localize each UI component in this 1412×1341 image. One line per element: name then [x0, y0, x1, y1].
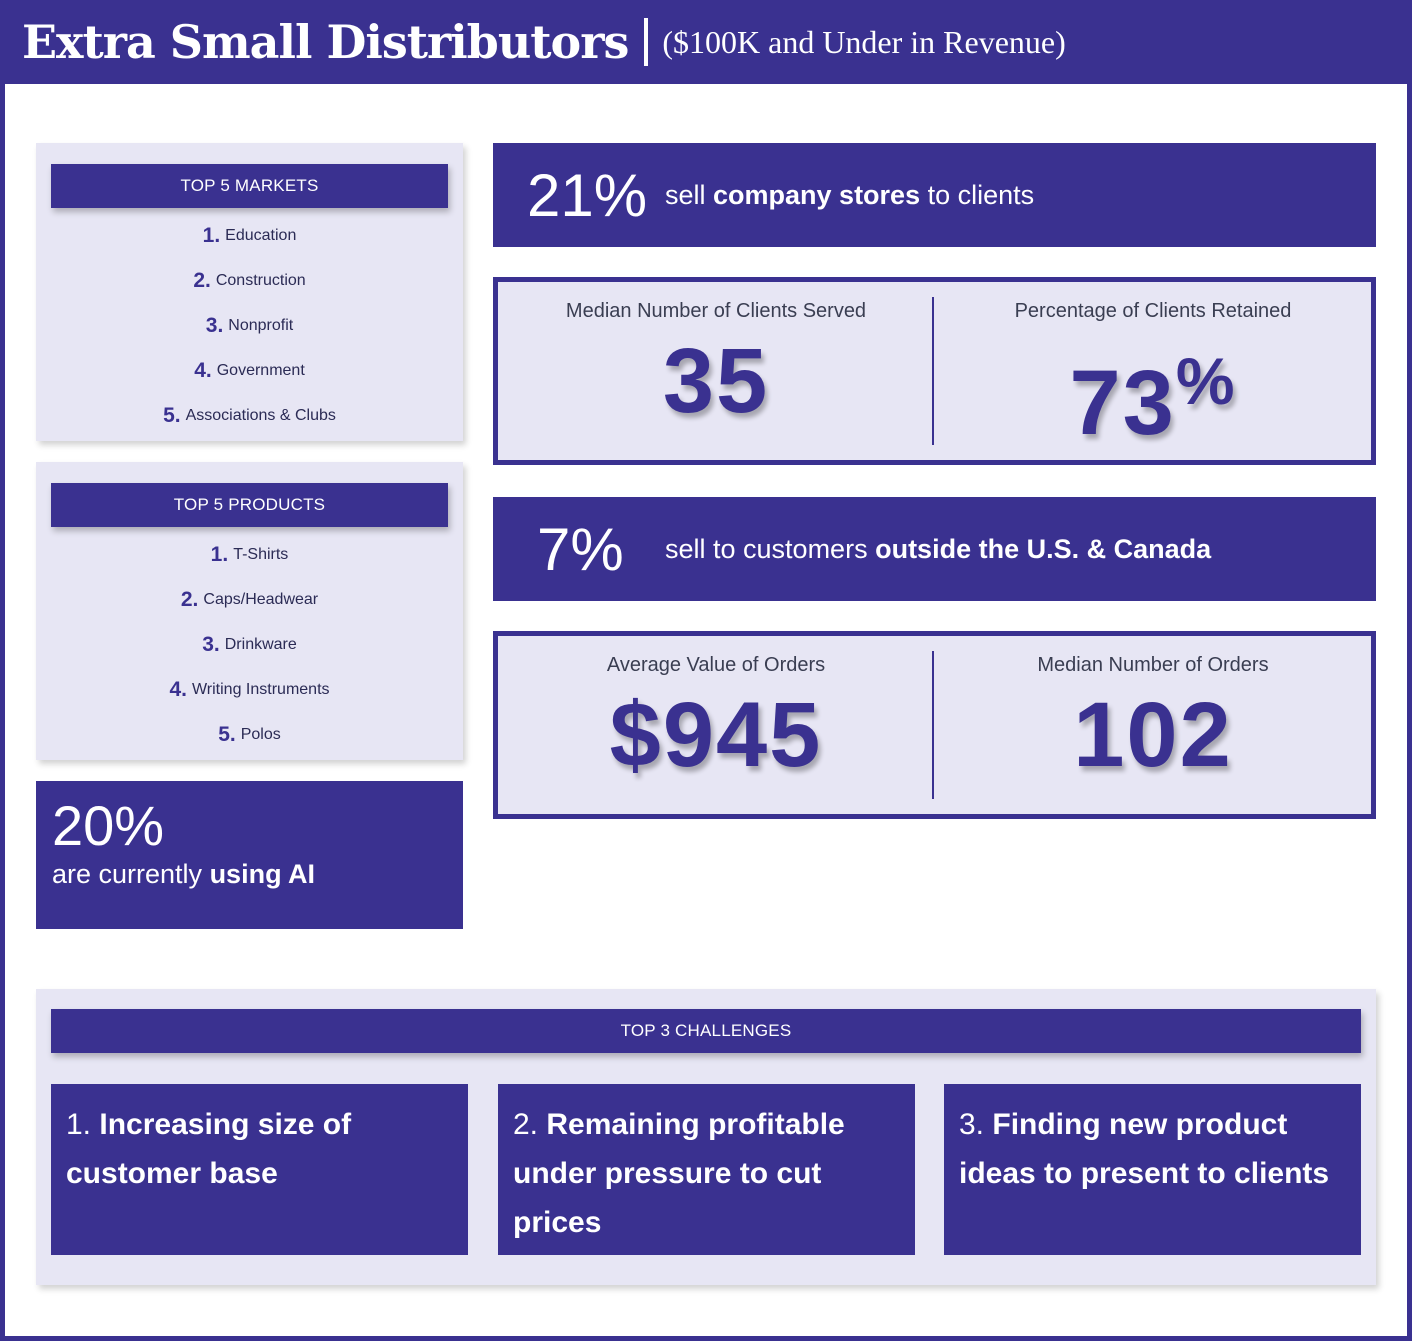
company-stores-banner: 21% sell company stores to clients: [493, 143, 1376, 247]
list-item: 4. Writing Instruments: [36, 667, 463, 712]
challenge-card-1: 1. Increasing size of customer base: [51, 1084, 468, 1255]
products-list: 1. T-Shirts 2. Caps/Headwear 3. Drinkware 4…: [36, 532, 463, 757]
list-item-number: 1.: [202, 223, 221, 247]
median-orders-value: 102: [1073, 684, 1233, 786]
avg-order-value-label: Average Value of Orders: [606, 654, 826, 676]
challenge-card-2: 2. Remaining profitable under pressure t…: [498, 1084, 915, 1255]
markets-heading: TOP 5 MARKETS: [51, 164, 448, 208]
list-item: 1. T-Shirts: [36, 532, 463, 577]
orders-stats-box: Average Value of Orders $945 Median Numb…: [493, 631, 1376, 819]
company-stores-text-post: to clients: [920, 179, 1035, 210]
clients-retained-stat: Percentage of Clients Retained 73%: [935, 282, 1371, 460]
ai-usage-box: 20% are currently using AI: [36, 781, 463, 929]
clients-retained-label: Percentage of Clients Retained: [1014, 300, 1292, 322]
median-orders-stat: Median Number of Orders 102: [935, 636, 1371, 814]
ai-text-bold: using AI: [209, 859, 316, 889]
challenge-text: Finding new product ideas to present to …: [959, 1108, 1330, 1190]
challenges-heading: TOP 3 CHALLENGES: [51, 1009, 1361, 1053]
list-item-label: Polos: [240, 725, 281, 743]
markets-list: 1. Education 2. Construction 3. Nonprofit 4…: [36, 213, 463, 438]
header-bar: Extra Small Distributors ($100K and Unde…: [0, 0, 1412, 84]
list-item-number: 2.: [193, 268, 211, 292]
international-text-pre: sell to customers: [665, 533, 876, 564]
list-item-number: 5.: [218, 722, 236, 746]
list-item-label: Nonprofit: [228, 316, 294, 334]
clients-retained-value: 73: [1069, 352, 1176, 454]
list-item-number: 3.: [205, 313, 224, 337]
list-item: 5. Polos: [36, 712, 463, 757]
clients-retained-unit: %: [1175, 344, 1237, 418]
products-heading: TOP 5 PRODUCTS: [51, 483, 448, 527]
title-divider: [644, 18, 649, 66]
challenge-number: 2.: [513, 1108, 539, 1141]
list-item: 4. Government: [36, 348, 463, 393]
stat-divider: [932, 651, 934, 799]
list-item-number: 2.: [180, 587, 199, 611]
company-stores-text-pre: sell: [665, 179, 714, 210]
list-item: 3. Nonprofit: [36, 303, 463, 348]
challenge-number: 3.: [959, 1108, 985, 1141]
page-title: Extra Small Distributors: [22, 15, 629, 69]
ai-percent: 20%: [52, 794, 165, 857]
list-item-number: 1.: [210, 542, 229, 566]
list-item-label: Caps/Headwear: [203, 590, 319, 608]
clients-served-label: Median Number of Clients Served: [565, 300, 867, 322]
clients-retained-value-wrap: 73%: [935, 331, 1371, 453]
list-item: 3. Drinkware: [36, 622, 463, 667]
list-item-label: Associations & Clubs: [185, 406, 336, 424]
avg-order-value: $945: [609, 684, 823, 786]
list-item-label: Construction: [215, 271, 306, 289]
company-stores-percent: 21%: [527, 161, 648, 229]
list-item: 5. Associations & Clubs: [36, 393, 463, 438]
median-orders-label: Median Number of Orders: [1037, 654, 1269, 676]
stat-divider: [932, 297, 934, 445]
list-item-label: T-Shirts: [233, 545, 289, 563]
international-text-bold: outside the U.S. & Canada: [875, 533, 1212, 564]
page-subtitle: ($100K and Under in Revenue): [662, 23, 1066, 60]
list-item: 2. Caps/Headwear: [36, 577, 463, 622]
avg-order-value-stat: Average Value of Orders $945: [498, 636, 934, 814]
products-panel: TOP 5 PRODUCTS 1. T-Shirts 2. Caps/Headwea…: [36, 462, 463, 760]
challenge-number: 1.: [66, 1108, 92, 1141]
list-item-number: 4.: [194, 358, 212, 382]
clients-stats-box: Median Number of Clients Served 35 Perce…: [493, 277, 1376, 465]
international-banner: 7% sell to customers outside the U.S. & …: [493, 497, 1376, 601]
ai-text-pre: are currently: [52, 859, 210, 889]
list-item-label: Writing Instruments: [191, 680, 330, 698]
clients-served-stat: Median Number of Clients Served 35: [498, 282, 934, 460]
list-item-label: Drinkware: [224, 635, 297, 653]
list-item: 1. Education: [36, 213, 463, 258]
clients-served-value: 35: [662, 330, 770, 432]
company-stores-text-bold: company stores: [713, 179, 921, 210]
international-percent: 7%: [537, 515, 624, 583]
international-text: sell to customers outside the U.S. & Can…: [665, 534, 1211, 565]
list-item-label: Government: [216, 361, 305, 379]
list-item-number: 5.: [163, 403, 181, 427]
list-item-number: 4.: [169, 677, 187, 701]
list-item: 2. Construction: [36, 258, 463, 303]
list-item-label: Education: [225, 226, 297, 244]
company-stores-text: sell company stores to clients: [665, 180, 1034, 211]
challenge-text: Increasing size of customer base: [66, 1108, 352, 1190]
challenge-card-3: 3. Finding new product ideas to present …: [944, 1084, 1361, 1255]
ai-text: are currently using AI: [52, 859, 463, 890]
list-item-number: 3.: [202, 632, 220, 656]
markets-panel: TOP 5 MARKETS 1. Education 2. Construction…: [36, 143, 463, 441]
challenge-text: Remaining profitable under pressure to c…: [513, 1108, 845, 1239]
